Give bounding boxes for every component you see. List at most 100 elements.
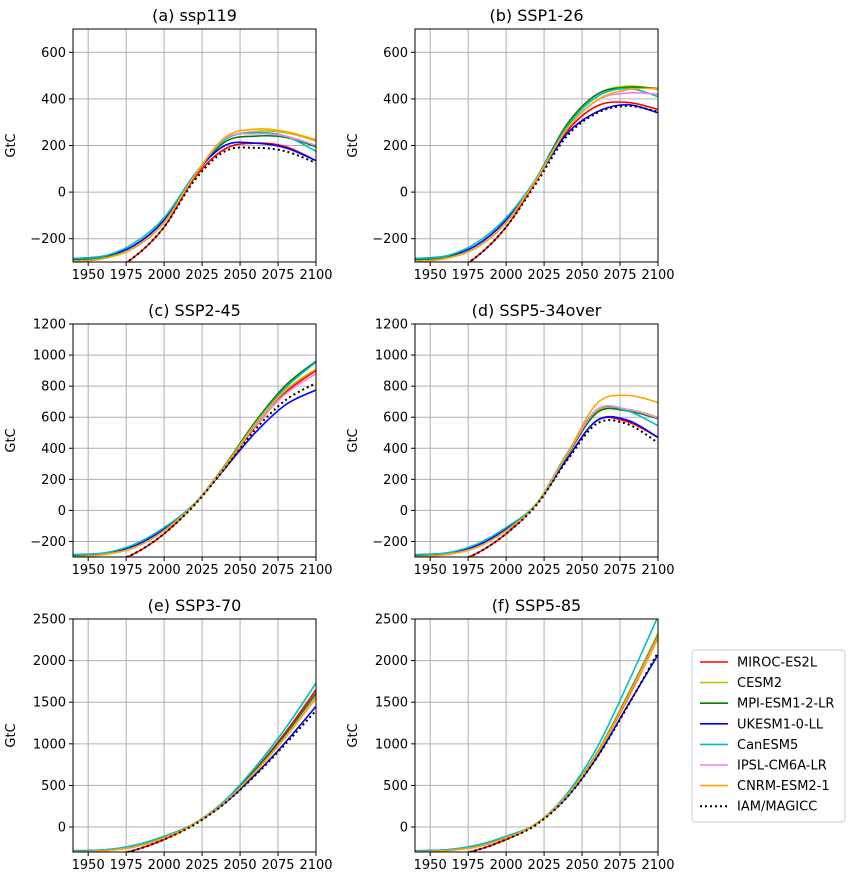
y-axis-label: GtC [4,723,19,747]
series-line-mpi-esm1-2-lr [73,360,316,557]
x-tick-label: 2100 [641,268,674,283]
x-tick-label: 1950 [72,858,105,873]
y-tick-label: 400 [41,442,66,457]
y-tick-label: 200 [41,473,66,488]
y-tick-label: −200 [30,535,66,550]
x-tick-label: 1950 [72,563,105,578]
series-line-cesm2 [73,360,316,557]
legend-box [691,649,846,823]
x-tick-label: 2025 [186,563,219,578]
x-tick-label: 1950 [414,563,447,578]
x-tick-label: 2050 [224,268,257,283]
x-tick-label: 2050 [224,563,257,578]
series-line-ipsl-cm6a-lr [73,373,316,557]
subplot-6: 1950 1975 2000 2025 2050 2075 2100 0 500 1000 1500… [346,596,675,873]
y-tick-label: 1000 [33,349,66,364]
y-tick-label: 1200 [33,318,66,333]
x-tick-label: 1950 [414,268,447,283]
x-tick-label: 2075 [261,563,294,578]
subplot-5: 1950 1975 2000 2025 2050 2075 2100 0 500 1000 1500… [4,596,333,873]
x-tick-label: 2100 [299,268,332,283]
y-tick-label: 1200 [375,318,408,333]
x-tick-label: 2100 [641,563,674,578]
axes-frame [414,323,659,558]
x-tick-label: 2025 [528,858,561,873]
series-line-iam-magicc [124,382,316,557]
axes-frame [72,323,317,558]
series-group [415,394,658,557]
series-line-canesm5 [415,619,658,852]
x-tick-label: 2050 [566,563,599,578]
series-line-ukesm1-0-ll [415,654,658,852]
x-tick-label: 2075 [603,268,636,283]
legend-label-ukesm1-0-ll: UKESM1-0-LL [737,717,824,732]
x-tick-label: 2025 [186,268,219,283]
y-tick-label: 200 [41,139,66,154]
series-line-cesm2 [415,406,658,557]
series-line-ukesm1-0-ll [415,415,658,556]
legend-label-canesm5: CanESM5 [737,738,798,753]
x-tick-label: 2100 [299,563,332,578]
series-group [415,85,658,262]
series-group [73,360,316,557]
subplot-title: (e) SSP3-70 [148,596,242,615]
x-tick-label: 1975 [452,563,485,578]
legend-label-cnrm-esm2-1: CNRM-ESM2-1 [737,779,830,794]
y-tick-label: 500 [383,779,408,794]
x-tick-label: 2025 [528,563,561,578]
subplot-title: (d) SSP5-34over [472,301,602,320]
subplot-title: (a) ssp119 [152,6,237,25]
series-line-iam-magicc [125,146,316,262]
y-axis-label: GtC [4,428,19,452]
x-tick-label: 1975 [110,858,143,873]
series-line-miroc-es2l [467,101,658,262]
y-tick-label: −200 [372,535,408,550]
x-tick-label: 2100 [299,858,332,873]
y-tick-label: 0 [58,821,66,836]
y-axis-label: GtC [346,428,361,452]
series-line-canesm5 [415,87,658,260]
series-line-ukesm1-0-ll [73,389,316,556]
y-tick-label: 200 [383,139,408,154]
y-tick-label: 2500 [33,613,66,628]
y-tick-label: 200 [383,473,408,488]
y-axis-label: GtC [346,133,361,157]
x-tick-label: 2000 [148,268,181,283]
series-line-cnrm-esm2-1 [73,128,316,262]
x-tick-label: 1950 [414,858,447,873]
axes-frame [414,618,659,853]
y-tick-label: 1000 [375,737,408,752]
series-line-iam-magicc [464,651,658,852]
series-line-iam-magicc [466,419,658,557]
y-tick-label: 800 [383,380,408,395]
y-axis-label: GtC [346,723,361,747]
x-tick-label: 2000 [490,268,523,283]
x-tick-label: 1975 [110,563,143,578]
series-group [73,128,316,262]
y-tick-label: −200 [372,232,408,247]
legend-label-miroc-es2l: MIROC-ES2L [737,656,818,671]
series-line-canesm5 [73,682,316,852]
series-line-ukesm1-0-ll [73,705,316,852]
y-tick-label: 0 [58,186,66,201]
series-line-ukesm1-0-ll [73,141,316,260]
series-group [415,619,658,852]
legend-label-cesm2: CESM2 [737,676,782,691]
series-line-cnrm-esm2-1 [415,87,658,262]
y-tick-label: 600 [383,411,408,426]
series-line-canesm5 [415,405,658,556]
subplot-3: 1950 1975 2000 2025 2050 2075 2100 −200 0 200 400 6… [4,301,333,578]
series-line-cnrm-esm2-1 [73,697,316,852]
series-line-miroc-es2l [123,689,316,852]
x-tick-label: 2025 [186,858,219,873]
series-line-iam-magicc [122,709,316,852]
x-tick-label: 2000 [148,858,181,873]
series-line-cesm2 [415,632,658,852]
series-line-miroc-es2l [467,416,658,557]
y-tick-label: 1500 [375,696,408,711]
y-tick-label: 600 [41,46,66,61]
series-line-cesm2 [415,85,658,261]
series-line-cesm2 [73,693,316,852]
series-line-mpi-esm1-2-lr [415,86,658,261]
